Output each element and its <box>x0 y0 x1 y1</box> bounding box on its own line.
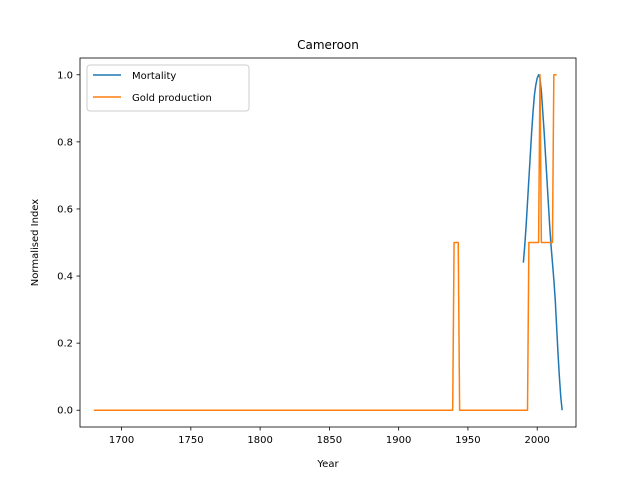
legend-label-gold-production: Gold production <box>132 93 212 104</box>
x-tick-label: 1850 <box>317 435 342 446</box>
y-tick-label: 0.0 <box>57 406 73 417</box>
legend-box <box>86 64 250 112</box>
series-layer <box>93 74 563 411</box>
x-tick-label: 1950 <box>455 435 480 446</box>
y-tick-label: 0.6 <box>57 204 73 215</box>
x-tick-label: 1750 <box>178 435 203 446</box>
x-tick-label: 1800 <box>247 435 272 446</box>
x-axis: 1700 1750 1800 1850 1900 1950 2000 <box>109 427 550 446</box>
plot-frame <box>79 57 577 428</box>
x-tick-label: 2000 <box>524 435 549 446</box>
y-tick-label: 0.4 <box>57 272 73 283</box>
x-tick-label: 1700 <box>109 435 134 446</box>
y-axis-label: Normalised Index <box>30 199 41 286</box>
y-tick-label: 0.8 <box>57 137 73 148</box>
y-axis: 0.0 0.2 0.4 0.6 0.8 1.0 <box>57 70 80 417</box>
series-line-mortality <box>522 74 563 411</box>
x-tick-label: 1900 <box>386 435 411 446</box>
x-axis-label: Year <box>316 459 339 470</box>
legend-label-mortality: Mortality <box>132 71 176 82</box>
y-tick-label: 1.0 <box>57 70 73 81</box>
chart-title: Cameroon <box>297 38 359 52</box>
legend: Mortality Gold production <box>86 64 250 112</box>
series-line-gold-production <box>93 74 557 411</box>
y-tick-label: 0.2 <box>57 339 73 350</box>
